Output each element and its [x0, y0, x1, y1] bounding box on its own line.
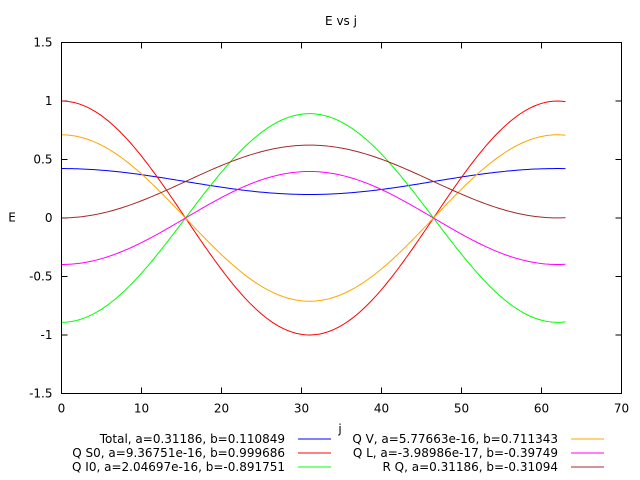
x-tick-label: 10 [134, 402, 149, 416]
y-tick-label: -1.5 [29, 387, 52, 401]
series-line-2 [61, 113, 566, 323]
series-line-1 [61, 100, 566, 336]
y-tick-label: 1 [45, 94, 53, 108]
legend-item: Q L, a=-3.98986e-17, b=-0.39749 [353, 446, 604, 460]
x-tick-label: 70 [614, 402, 629, 416]
x-tick-label: 60 [534, 402, 549, 416]
chart-title: E vs j [325, 14, 357, 28]
series-line-3 [61, 134, 566, 302]
x-axis-label: j [337, 422, 341, 436]
series-line-5 [61, 144, 566, 219]
y-tick-label: -1 [41, 328, 53, 342]
x-tick-label: 40 [374, 402, 389, 416]
x-tick-label: 30 [294, 402, 309, 416]
x-tick-label: 20 [214, 402, 229, 416]
y-tick-label: 0.5 [33, 153, 52, 167]
legend-item: Q I0, a=2.04697e-16, b=-0.891751 [72, 460, 331, 474]
y-tick-label: -0.5 [29, 270, 52, 284]
legend-label: R Q, a=0.31186, b=-0.31094 [382, 460, 558, 474]
legend-item: Q V, a=5.77663e-16, b=0.711343 [352, 432, 604, 446]
legend-label: Q L, a=-3.98986e-17, b=-0.39749 [353, 446, 558, 460]
plot-frame [61, 42, 622, 394]
series-line-0 [61, 168, 566, 195]
y-tick-label: 0 [45, 211, 53, 225]
y-axis-label: E [8, 211, 16, 225]
x-tick-label: 0 [58, 402, 66, 416]
legend-label: Q S0, a=9.36751e-16, b=0.999686 [72, 446, 285, 460]
legend-item: R Q, a=0.31186, b=-0.31094 [382, 460, 604, 474]
series-line-4 [61, 171, 566, 266]
x-tick-label: 50 [454, 402, 469, 416]
legend-item: Total, a=0.31186, b=0.110849 [99, 432, 331, 446]
axis-ticks: 0 10 20 30 40 50 60 70 -1.5 -1 -0.5 0 0.5 1 1.5 [29, 36, 629, 416]
y-tick-label: 1.5 [33, 36, 52, 50]
legend-label: Q I0, a=2.04697e-16, b=-0.891751 [72, 460, 285, 474]
legend-item: Q S0, a=9.36751e-16, b=0.999686 [72, 446, 331, 460]
series-lines [61, 100, 566, 336]
legend-label: Total, a=0.31186, b=0.110849 [99, 432, 285, 446]
legend-label: Q V, a=5.77663e-16, b=0.711343 [352, 432, 558, 446]
